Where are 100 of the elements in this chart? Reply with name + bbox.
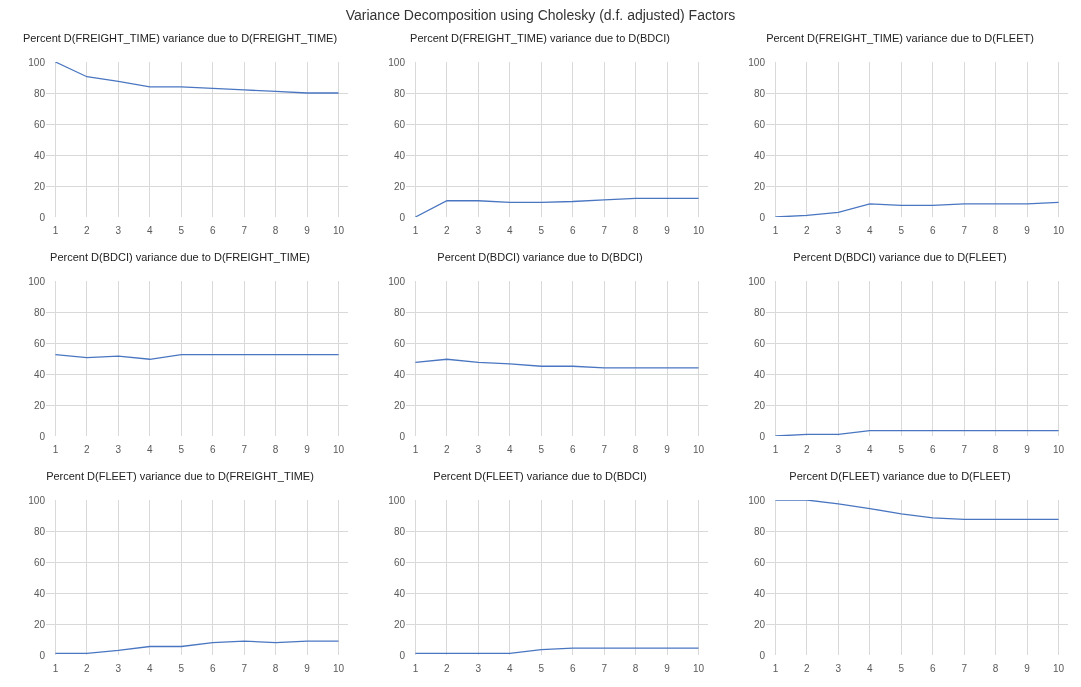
x-tick-label: 1 [52, 663, 59, 674]
x-tick-label: 6 [929, 225, 936, 236]
y-tick-label: 100 [388, 275, 406, 287]
line-series [774, 201, 1060, 217]
line-series [54, 640, 340, 655]
x-tick-label: 3 [835, 225, 842, 236]
x-tick-label: 6 [209, 225, 216, 236]
y-tick-label: 40 [393, 587, 406, 599]
line-series [54, 62, 340, 94]
x-tick-label: 9 [304, 444, 311, 455]
x-tick-label: 7 [601, 225, 608, 236]
chart-title: Percent D(FLEET) variance due to D(BDCI) [433, 470, 647, 483]
chart-title: Percent D(FREIGHT_TIME) variance due to D(FLEET) [766, 32, 1034, 45]
x-tick-label: 7 [601, 444, 608, 455]
x-tick-label: 9 [1024, 663, 1031, 674]
y-tick-label: 80 [33, 87, 46, 99]
x-tick-label: 8 [992, 444, 999, 455]
x-tick-label: 2 [804, 663, 811, 674]
x-tick-label: 2 [444, 225, 451, 236]
y-tick-label: 80 [753, 525, 766, 537]
x-tick-label: 1 [52, 225, 59, 236]
y-tick-label: 100 [28, 56, 46, 68]
x-tick-label: 2 [804, 225, 811, 236]
x-tick-label: 3 [835, 663, 842, 674]
x-tick-label: 1 [772, 444, 779, 455]
y-tick-label: 100 [748, 275, 766, 287]
y-tick-label: 0 [759, 211, 766, 223]
x-tick-label: 7 [961, 225, 968, 236]
y-tick-label: 0 [399, 649, 406, 661]
x-tick-label: 6 [929, 663, 936, 674]
y-tick-label: 60 [393, 118, 406, 130]
y-tick-label: 40 [753, 587, 766, 599]
x-tick-label: 4 [507, 444, 514, 455]
x-tick-label: 8 [632, 225, 639, 236]
chart-title: Percent D(FREIGHT_TIME) variance due to D(FREIGHT_TIME) [22, 32, 338, 45]
y-tick-label: 80 [753, 306, 766, 318]
x-tick-label: 8 [992, 663, 999, 674]
y-tick-label: 80 [33, 525, 46, 537]
y-tick-label: 60 [33, 337, 46, 349]
y-tick-label: 40 [753, 368, 766, 380]
y-tick-label: 40 [393, 149, 406, 161]
y-tick-label: 20 [393, 618, 406, 630]
x-tick-label: 4 [147, 444, 154, 455]
x-tick-label: 3 [475, 225, 482, 236]
x-tick-label: 5 [898, 225, 905, 236]
x-tick-label: 5 [898, 663, 905, 674]
y-tick-label: 20 [753, 180, 766, 192]
x-tick-label: 2 [84, 663, 91, 674]
x-tick-label: 4 [147, 663, 154, 674]
x-tick-label: 6 [209, 663, 216, 674]
x-tick-label: 7 [241, 444, 248, 455]
x-tick-label: 3 [115, 444, 122, 455]
x-tick-label: 5 [538, 663, 545, 674]
x-tick-label: 5 [538, 225, 545, 236]
y-tick-label: 0 [39, 649, 46, 661]
x-tick-label: 5 [178, 663, 185, 674]
x-tick-label: 2 [84, 225, 91, 236]
y-tick-label: 100 [388, 56, 406, 68]
x-tick-label: 1 [412, 663, 419, 674]
y-tick-label: 20 [393, 180, 406, 192]
y-tick-label: 100 [28, 494, 46, 506]
y-tick-label: 60 [393, 337, 406, 349]
y-tick-label: 60 [33, 556, 46, 568]
y-tick-label: 80 [753, 87, 766, 99]
x-tick-label: 7 [601, 663, 608, 674]
x-tick-label: 8 [992, 225, 999, 236]
y-tick-label: 80 [393, 87, 406, 99]
y-tick-label: 40 [393, 368, 406, 380]
x-tick-label: 9 [304, 663, 311, 674]
chart-title: Percent D(BDCI) variance due to D(FREIGHT_TIME) [50, 251, 310, 264]
x-tick-label: 10 [693, 444, 705, 455]
x-tick-label: 10 [333, 663, 345, 674]
y-tick-label: 80 [393, 525, 406, 537]
x-tick-label: 3 [115, 225, 122, 236]
y-tick-label: 80 [393, 306, 406, 318]
y-tick-label: 60 [753, 118, 766, 130]
x-tick-label: 8 [632, 663, 639, 674]
chart-title: Percent D(BDCI) variance due to D(FLEET) [793, 251, 1007, 264]
x-tick-label: 8 [632, 444, 639, 455]
y-tick-label: 40 [33, 587, 46, 599]
y-tick-label: 100 [748, 56, 766, 68]
y-tick-label: 20 [33, 399, 46, 411]
x-tick-label: 10 [333, 444, 345, 455]
x-tick-label: 7 [241, 663, 248, 674]
x-tick-label: 5 [178, 444, 185, 455]
x-tick-label: 7 [241, 225, 248, 236]
y-tick-label: 80 [33, 306, 46, 318]
line-series [414, 358, 700, 369]
y-tick-label: 40 [33, 149, 46, 161]
x-tick-label: 10 [1053, 225, 1065, 236]
x-tick-label: 9 [664, 663, 671, 674]
x-tick-label: 5 [178, 225, 185, 236]
chart-title: Percent D(BDCI) variance due to D(BDCI) [437, 251, 643, 264]
line-series [774, 500, 1060, 521]
x-tick-label: 6 [569, 663, 576, 674]
x-tick-label: 9 [664, 225, 671, 236]
x-tick-label: 8 [272, 444, 279, 455]
x-tick-label: 10 [1053, 663, 1065, 674]
y-tick-label: 20 [753, 399, 766, 411]
y-tick-label: 20 [393, 399, 406, 411]
